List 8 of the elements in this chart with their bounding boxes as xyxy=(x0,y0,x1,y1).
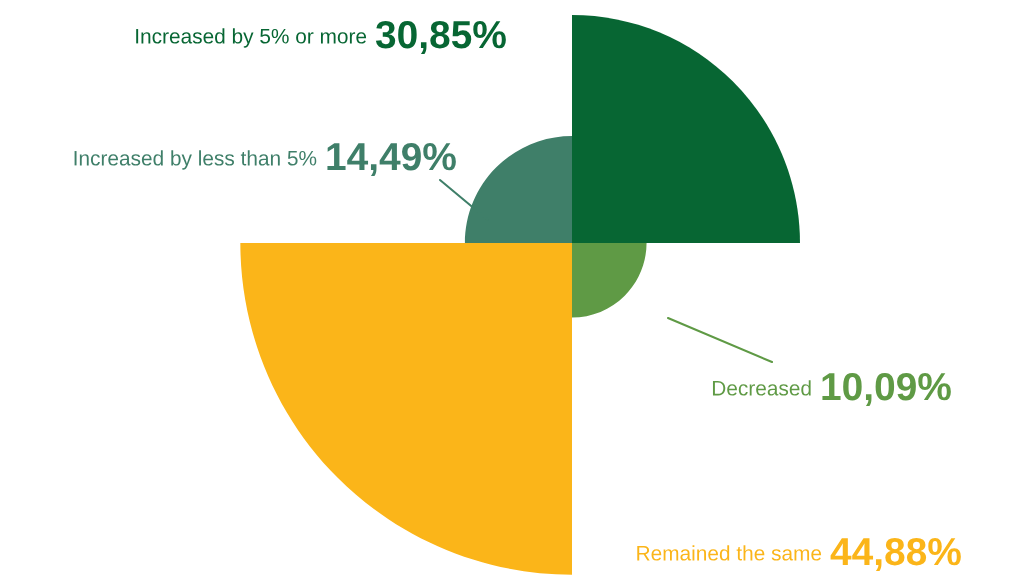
data-label: 10,09% xyxy=(822,372,951,407)
category-label: Increased by less than 5% xyxy=(74,150,317,170)
category-label: Decreased xyxy=(712,380,811,396)
category-label: Increased by 5% or more xyxy=(136,28,367,48)
data-label: 44,88% xyxy=(830,537,961,572)
category-label: Remained the same xyxy=(637,545,822,561)
data-label: 14,49% xyxy=(327,142,456,177)
data-label: 30,85% xyxy=(375,20,506,55)
